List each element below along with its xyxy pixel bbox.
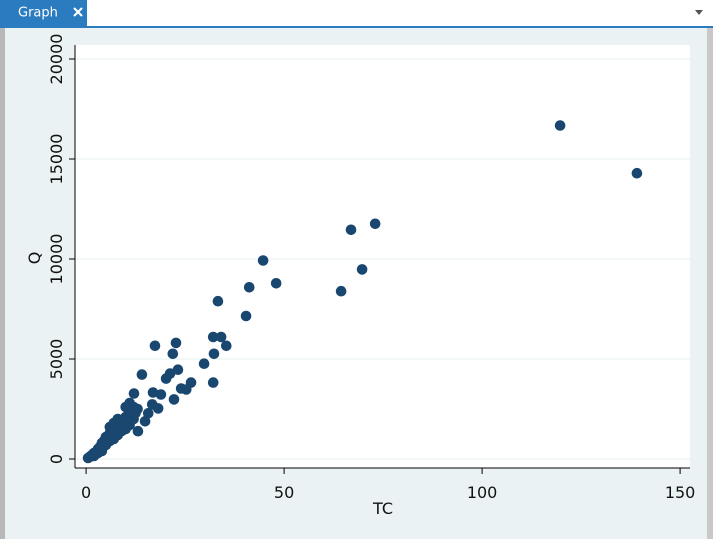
dropdown-icon[interactable]	[695, 10, 703, 15]
point	[142, 408, 154, 419]
point	[147, 387, 159, 398]
point	[132, 403, 143, 415]
right-border	[707, 28, 713, 539]
y-tick-label: 10000	[47, 234, 66, 285]
plot-region	[75, 45, 690, 468]
point	[120, 401, 131, 413]
x-tick-label: 50	[274, 483, 294, 502]
point	[88, 450, 100, 462]
point	[132, 425, 144, 437]
point	[108, 417, 120, 429]
point	[170, 337, 182, 349]
point	[160, 373, 172, 384]
y-tick-label: 20000	[47, 34, 66, 85]
tab-bar	[0, 0, 713, 27]
point	[136, 369, 148, 380]
tab[interactable]	[0, 0, 87, 27]
point	[139, 416, 151, 427]
point	[180, 384, 192, 395]
y-tick-label: 5000	[47, 339, 66, 380]
y-axis-label: Q	[25, 252, 44, 265]
x-tick-label: 0	[81, 483, 91, 502]
point	[335, 285, 347, 297]
point	[155, 389, 167, 400]
close-icon[interactable]	[73, 7, 83, 17]
point	[215, 331, 227, 343]
point	[152, 403, 164, 414]
y-tick-label: 0	[47, 454, 66, 464]
point	[128, 388, 140, 399]
tab-underline	[0, 26, 713, 28]
point	[369, 218, 381, 230]
tab-title: Graph	[18, 6, 58, 21]
point	[167, 348, 179, 360]
point	[240, 310, 252, 322]
point	[243, 282, 255, 293]
x-tick-label: 100	[467, 483, 498, 502]
point	[208, 348, 220, 360]
point	[149, 340, 161, 352]
point	[270, 278, 282, 289]
point	[207, 377, 219, 388]
point	[212, 295, 224, 307]
point	[207, 331, 219, 343]
x-axis-label: TC	[372, 499, 393, 518]
y-tick-label: 15000	[47, 134, 66, 185]
point	[345, 224, 357, 236]
point	[220, 340, 232, 352]
point	[631, 167, 643, 179]
point	[554, 120, 566, 131]
left-border	[0, 28, 5, 539]
point	[198, 358, 210, 370]
x-tick-label: 150	[665, 483, 696, 502]
point	[168, 394, 180, 405]
point	[172, 364, 184, 376]
point	[356, 264, 368, 275]
plot	[75, 58, 690, 464]
point	[257, 255, 269, 266]
